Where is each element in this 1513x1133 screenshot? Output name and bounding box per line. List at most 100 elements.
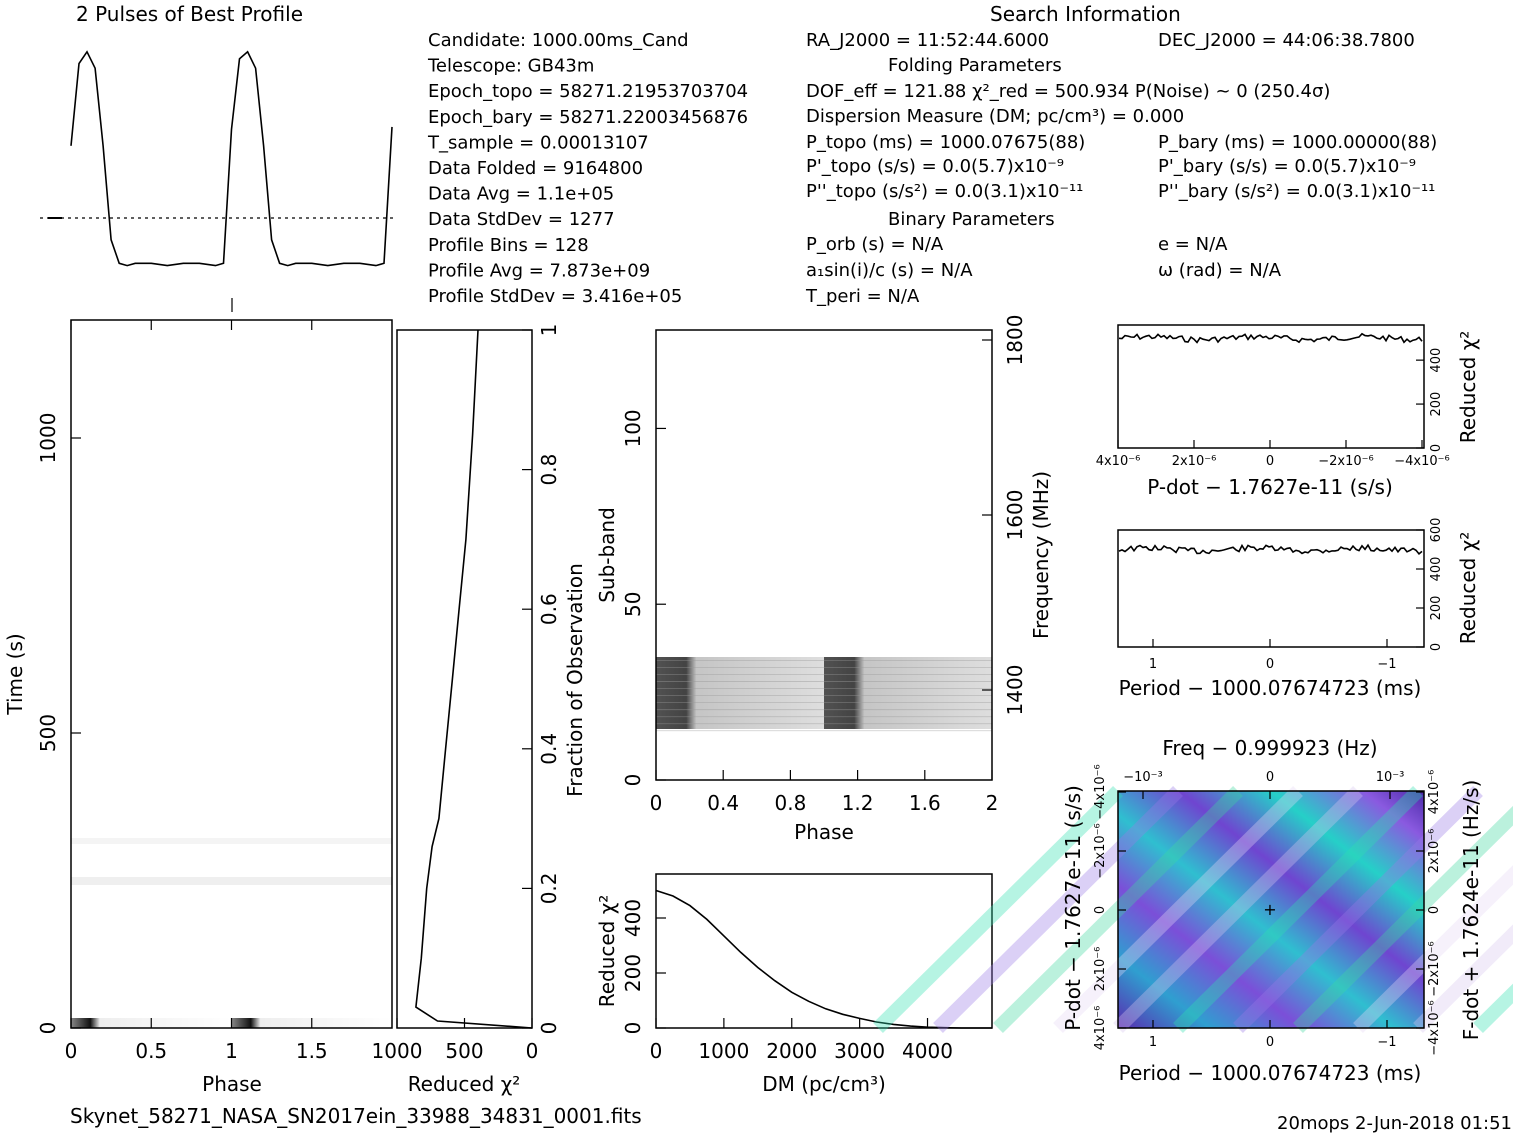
info-line: Telescope: GB43m (427, 56, 594, 77)
pp-y2tick-label: −2x10⁻⁶ (1427, 941, 1442, 996)
pd-xtick-label: 0 (1266, 454, 1274, 469)
pp-xtick-label: 1 (1149, 1035, 1157, 1050)
period-chi-ylabel: Reduced χ² (1456, 532, 1480, 645)
pd-xtick-label: −4x10⁻⁶ (1394, 454, 1449, 469)
ppdot-stripe (1353, 865, 1513, 1033)
ppdot-best-marker: + (1263, 900, 1276, 919)
info-left-block: Candidate: 1000.00ms_Cand Telescope: GB43… (427, 30, 748, 307)
time-phase-xlabel: Phase (202, 1072, 262, 1096)
dm-xtick-label: 4000 (902, 1039, 953, 1063)
pe-ytick-label: 200 (1429, 596, 1444, 621)
subband-phase-plot: 0 0.4 0.8 1.2 1.6 2 0 50 100 1400 1600 1800 Phase S… (595, 315, 1053, 844)
ppdot-plane-plot: + 1 0 −1 −10⁻³ 0 10⁻³ 4x10⁻⁶ 2x10⁻⁶ 0 −2x10⁻⁶ −4x1… (873, 736, 1513, 1085)
dm-xtick-label: 2000 (766, 1039, 817, 1063)
pd-xtick-label: 4x10⁻⁶ (1096, 454, 1141, 469)
pp-y2tick-label: 2x10⁻⁶ (1427, 829, 1442, 874)
subband-ticks: 0 0.4 0.8 1.2 1.6 2 0 50 100 1400 1600 1800 (621, 315, 1027, 815)
pp-ytick-label: 2x10⁻⁶ (1093, 947, 1108, 992)
info-line: Epoch_bary = 58271.22003456876 (428, 107, 748, 128)
sb-xtick-label: 1.2 (842, 791, 874, 815)
pe-ytick-label: 400 (1429, 557, 1444, 582)
ppdot-ticks: 1 0 −1 −10⁻³ 0 10⁻³ 4x10⁻⁶ 2x10⁻⁶ 0 −2x10⁻⁶ −4x10⁻… (1093, 764, 1442, 1055)
dm-xtick-label: 1000 (698, 1039, 749, 1063)
pd-xtick-label: 2x10⁻⁶ (1172, 454, 1217, 469)
ppdot-xlabel: Period − 1000.07674723 (ms) (1119, 1061, 1422, 1085)
tc-ytick-label: 0.4 (537, 733, 561, 765)
info-line: Data Folded = 9164800 (428, 158, 643, 179)
sb-y2tick-label: 1400 (1003, 665, 1027, 716)
info-line: Data StdDev = 1277 (428, 209, 615, 230)
pdot-chi-frame (1117, 324, 1425, 449)
info-line: Profile Bins = 128 (428, 235, 589, 256)
pp-ytick-label: 0 (1093, 906, 1108, 914)
pd-ytick-label: 400 (1429, 348, 1444, 373)
tc-xtick-label: 500 (445, 1039, 483, 1063)
period-chi-ticks: 1 0 −1 0 200 400 600 (1149, 518, 1444, 672)
subband-frame (655, 329, 993, 781)
pbary-line: P_bary (ms) = 1000.00000(88) (1158, 132, 1437, 153)
dm-chi-ylabel: Reduced χ² (595, 895, 619, 1008)
ppdot-title: Freq − 0.999923 (Hz) (1162, 736, 1377, 760)
pdbary-line: P'_bary (s/s) = 0.0(5.7)x10⁻⁹ (1158, 156, 1416, 177)
pp-y2tick-label: −4x10⁻⁶ (1427, 1000, 1442, 1055)
dm-chi-line (655, 889, 992, 1029)
sb-ytick-label: 100 (621, 409, 645, 447)
sb-y2tick-label: 1800 (1003, 315, 1027, 366)
dm-ytick-label: 0 (621, 1022, 645, 1035)
pp-xtick-label: 0 (1266, 1035, 1274, 1050)
dm-chi-plot: 0 1000 2000 3000 4000 0 200 400 DM (pc/cm³) Red… (595, 873, 993, 1096)
sb-xtick-label: 0 (650, 791, 663, 815)
tp-ytick-label: 500 (36, 714, 60, 752)
pdot-chi-plot: 4x10⁻⁶ 2x10⁻⁶ 0 −2x10⁻⁶ −4x10⁻⁶ 0 200 400 P-dot… (1096, 324, 1480, 499)
info-line: Candidate: 1000.00ms_Cand (428, 30, 689, 51)
ppdot-background (1118, 791, 1424, 1028)
pe-ytick-label: 0 (1429, 643, 1444, 651)
tp-xtick-label: 1 (225, 1039, 238, 1063)
tperi-line: T_peri = N/A (805, 286, 920, 307)
footer-filename: Skynet_58271_NASA_SN2017ein_33988_34831_… (70, 1104, 642, 1128)
pd-xtick-label: −2x10⁻⁶ (1318, 454, 1373, 469)
binary-title: Binary Parameters (888, 209, 1055, 230)
tc-ytick-label: 0.6 (537, 593, 561, 625)
subband-ylabel: Sub-band (595, 507, 619, 603)
dm-ytick-label: 200 (621, 954, 645, 992)
tp-ytick-label: 1000 (36, 413, 60, 464)
tc-xtick-label: 1000 (372, 1039, 423, 1063)
ra-value: RA_J2000 = 11:52:44.6000 (806, 30, 1049, 51)
profile-title: 2 Pulses of Best Profile (76, 2, 303, 26)
pp-y2tick-label: 4x10⁻⁶ (1427, 770, 1442, 815)
tp-xtick-label: 0.5 (135, 1039, 167, 1063)
sb-xtick-label: 1.6 (909, 791, 941, 815)
ppdot-stripe (1233, 786, 1483, 1033)
dm-chi-ticks: 0 1000 2000 3000 4000 0 200 400 (621, 899, 953, 1063)
omega-line: ω (rad) = N/A (1158, 260, 1282, 281)
time-phase-frame (70, 319, 393, 1029)
tc-ytick-label: 0.2 (537, 872, 561, 904)
tp-ytick-label: 0 (36, 1022, 60, 1035)
info-line: Profile Avg = 7.873e+09 (428, 260, 650, 281)
pdot-chi-xlabel: P-dot − 1.7627e-11 (s/s) (1147, 475, 1393, 499)
time-chi-xlabel: Reduced χ² (408, 1072, 521, 1096)
pp-x2tick-label: 0 (1266, 770, 1274, 785)
pe-xtick-label: 0 (1266, 657, 1274, 672)
pp-ytick-label: −2x10⁻⁶ (1093, 823, 1108, 878)
pddtopo-line: P''_topo (s/s²) = 0.0(3.1)x10⁻¹¹ (806, 181, 1083, 202)
ppdot-stripe (873, 786, 1123, 1033)
dm-ytick-label: 400 (621, 899, 645, 937)
ecc-line: e = N/A (1158, 234, 1228, 255)
tc-xtick-label: 0 (526, 1039, 539, 1063)
subband-xlabel: Phase (794, 820, 854, 844)
period-chi-line (1118, 543, 1423, 556)
ppdot-ylabel: P-dot − 1.7627e-11 (s/s) (1061, 785, 1085, 1031)
pp-xtick-label: −1 (1377, 1035, 1396, 1050)
time-phase-ticks: 0 0.5 1 1.5 0 500 1000 (36, 320, 328, 1063)
time-chi-line (415, 329, 533, 1029)
dec-value: DEC_J2000 = 44:06:38.7800 (1158, 30, 1415, 51)
ppdot-stripe (1113, 786, 1363, 1033)
dm-xtick-label: 3000 (834, 1039, 885, 1063)
pdot-chi-line (1118, 332, 1423, 344)
time-chi-ylabel: Fraction of Observation (563, 563, 587, 797)
dof-line: DOF_eff = 121.88 χ²_red = 500.934 P(Nois… (806, 81, 1330, 102)
pp-ytick-label: 4x10⁻⁶ (1093, 1006, 1108, 1051)
pp-x2tick-label: 10⁻³ (1376, 770, 1405, 785)
